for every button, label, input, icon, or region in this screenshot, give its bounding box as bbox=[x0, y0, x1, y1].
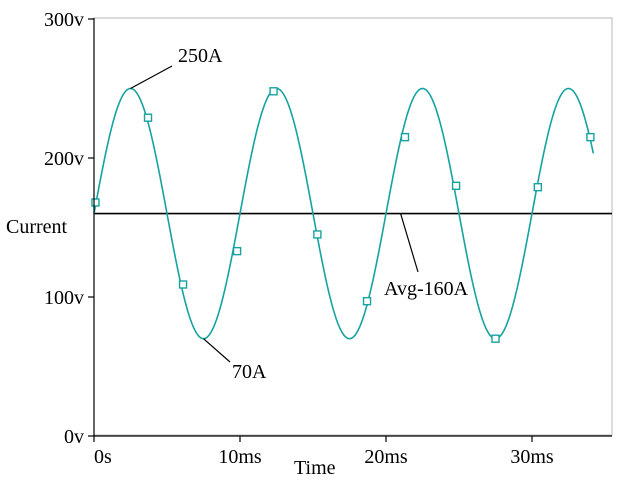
annotation-label: 250A bbox=[178, 45, 223, 67]
data-point-marker bbox=[491, 334, 500, 343]
x-axis-label: Time bbox=[294, 457, 336, 479]
plot-frame bbox=[93, 17, 613, 436]
annotation-leader-line bbox=[203, 338, 231, 363]
annotation-label: Avg-160A bbox=[384, 278, 469, 300]
data-point-marker bbox=[533, 182, 543, 192]
y-tick-label: 200v bbox=[44, 148, 84, 170]
data-point-marker bbox=[313, 230, 322, 239]
annotation-leader-line bbox=[400, 213, 419, 273]
x-axis-ticks: 0s 10ms 20ms 30ms bbox=[93, 436, 554, 468]
data-point-marker bbox=[178, 280, 188, 289]
data-point-marker bbox=[586, 132, 595, 142]
x-tick-label: 0s bbox=[94, 446, 112, 468]
x-tick-label: 20ms bbox=[364, 446, 408, 468]
series-line-current bbox=[93, 87, 595, 340]
data-point-marker bbox=[451, 181, 461, 191]
data-point-marker bbox=[232, 246, 242, 256]
y-tick-label: 300v bbox=[44, 9, 84, 31]
data-point-marker bbox=[143, 113, 153, 122]
data-point-marker bbox=[91, 198, 100, 207]
y-tick-label: 100v bbox=[44, 287, 84, 309]
data-point-marker bbox=[269, 87, 278, 96]
data-point-marker bbox=[400, 132, 410, 142]
y-tick-label: 0v bbox=[64, 426, 84, 448]
annotation-leader-line bbox=[130, 65, 173, 90]
series-markers bbox=[91, 87, 595, 343]
y-axis-label: Current bbox=[6, 216, 68, 238]
x-tick-label: 10ms bbox=[218, 446, 262, 468]
annotations: 250A 70A Avg-160A bbox=[130, 45, 469, 383]
annotation-label: 70A bbox=[232, 361, 267, 383]
data-point-marker bbox=[362, 296, 372, 306]
x-tick-label: 30ms bbox=[510, 446, 554, 468]
y-axis-ticks: 0v 100v 200v 300v bbox=[44, 9, 94, 448]
